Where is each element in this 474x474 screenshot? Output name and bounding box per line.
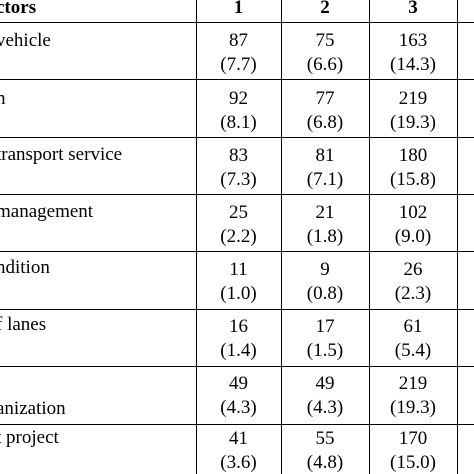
row-8-col-2-pct: (4.8) [306, 452, 344, 473]
row-7-col-3-pct: (19.3) [390, 397, 436, 418]
row-3-col-3-count: 180 [398, 145, 428, 166]
header-col-3: 3 [408, 0, 418, 18]
row-1-col-3-count: 163 [398, 30, 428, 51]
row-6-col-1-count: 16 [229, 316, 248, 337]
row-7-col-2-pct: (4.3) [306, 397, 344, 418]
row-5-col-3-count: 26 [403, 259, 423, 280]
header-rule [0, 22, 474, 23]
row-4-factor: management [0, 201, 94, 222]
row-rule [0, 194, 474, 195]
row-2-col-1-pct: (8.1) [220, 112, 257, 133]
row-rule [0, 137, 474, 138]
row-3-col-2-count: 81 [315, 145, 335, 166]
row-2-col-3-pct: (19.3) [390, 112, 436, 133]
row-5-col-2-count: 9 [320, 259, 330, 280]
row-3-col-3-pct: (15.8) [390, 169, 436, 190]
row-1-col-1-count: 87 [229, 30, 248, 51]
header-col-2: 2 [320, 0, 330, 18]
row-7-col-1-count: 49 [229, 373, 248, 394]
row-6-col-2-count: 17 [315, 316, 335, 337]
row-3-factor: transport service [0, 144, 123, 165]
row-5-col-1-pct: (1.0) [220, 283, 257, 304]
row-7-col-3-count: 219 [398, 373, 428, 394]
header-factors: ctors [0, 0, 37, 18]
row-4-col-3-pct: (9.0) [394, 226, 432, 247]
row-3-col-2-pct: (7.1) [306, 169, 344, 190]
row-8-col-3-pct: (15.0) [390, 452, 436, 473]
row-rule [0, 251, 474, 252]
column-rule [196, 0, 197, 474]
row-8-col-1-pct: (3.6) [220, 452, 257, 473]
row-rule [0, 309, 474, 310]
row-1-col-2-pct: (6.6) [306, 54, 344, 75]
row-6-factor: f lanes [0, 314, 47, 335]
column-rule [369, 0, 370, 474]
row-rule [0, 79, 474, 80]
row-5-factor: ndition [0, 257, 50, 278]
row-rule [0, 366, 474, 367]
row-5-col-1-count: 11 [229, 259, 248, 280]
column-rule [457, 0, 458, 474]
row-6-col-1-pct: (1.4) [220, 340, 257, 361]
row-1-col-3-pct: (14.3) [390, 54, 436, 75]
row-8-col-2-count: 55 [315, 428, 335, 449]
row-8-col-1-count: 41 [229, 428, 248, 449]
column-rule [281, 0, 282, 474]
row-7-col-2-count: 49 [315, 373, 335, 394]
header-col-1: 1 [233, 0, 244, 18]
row-7-factor-line-2: anization [0, 398, 66, 419]
row-3-col-1-pct: (7.3) [220, 169, 257, 190]
row-2-factor: h [0, 88, 6, 109]
row-6-col-2-pct: (1.5) [306, 340, 344, 361]
row-1-col-1-pct: (7.7) [220, 54, 257, 75]
row-2-col-2-count: 77 [315, 88, 335, 109]
row-2-col-1-count: 92 [229, 88, 248, 109]
row-2-col-3-count: 219 [398, 88, 428, 109]
row-4-col-2-pct: (1.8) [306, 226, 344, 247]
row-4-col-1-count: 25 [229, 202, 248, 223]
row-rule [0, 424, 474, 425]
row-5-col-2-pct: (0.8) [306, 283, 344, 304]
row-6-col-3-count: 61 [403, 316, 423, 337]
row-4-col-1-pct: (2.2) [220, 226, 257, 247]
row-3-col-1-count: 83 [229, 145, 248, 166]
row-5-col-3-pct: (2.3) [394, 283, 432, 304]
row-4-col-2-count: 21 [315, 202, 335, 223]
row-2-col-2-pct: (6.8) [306, 112, 344, 133]
row-4-col-3-count: 102 [398, 202, 428, 223]
row-1-col-2-count: 75 [315, 30, 335, 51]
row-8-col-3-count: 170 [398, 428, 428, 449]
row-6-col-3-pct: (5.4) [394, 340, 432, 361]
row-1-factor: vehicle [0, 30, 51, 51]
row-8-factor: t project [0, 427, 59, 448]
row-7-col-1-pct: (4.3) [220, 397, 257, 418]
